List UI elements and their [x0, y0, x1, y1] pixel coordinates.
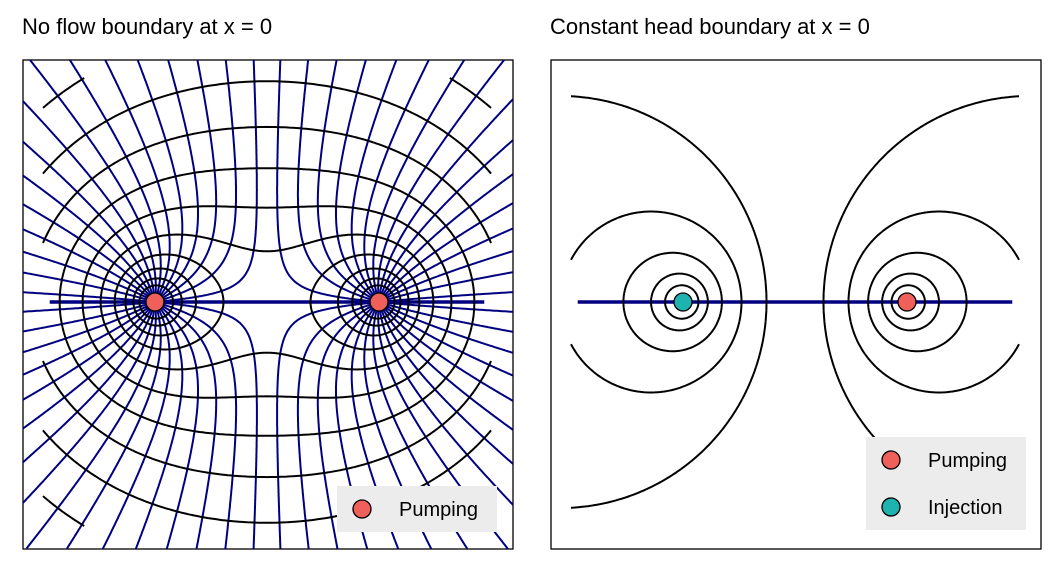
- left-chart-panel: Pumping: [22, 59, 514, 550]
- equipotential-line: [42, 125, 492, 479]
- right-legend: Pumping Injection: [866, 437, 1026, 530]
- streamline: [23, 305, 155, 464]
- equipotential-line: [622, 251, 723, 353]
- right-chart-panel: Pumping Injection: [550, 59, 1042, 550]
- equipotential-line: [58, 167, 476, 437]
- streamline: [23, 140, 155, 299]
- left-legend: Pumping: [337, 486, 497, 532]
- streamline: [363, 60, 430, 299]
- streamline: [379, 138, 513, 299]
- streamline: [158, 60, 218, 301]
- streamline: [276, 301, 375, 549]
- left-plot-frame: [22, 59, 514, 550]
- streamline: [104, 60, 171, 299]
- streamline: [383, 301, 513, 313]
- streamline: [23, 291, 151, 303]
- streamline: [23, 305, 154, 430]
- equipotential-line: [890, 284, 926, 320]
- streamline: [158, 303, 218, 549]
- streamline: [25, 306, 157, 549]
- equipotential-line: [881, 272, 940, 332]
- pumping-well-marker: [897, 292, 917, 312]
- equipotential-line: [847, 210, 1020, 394]
- equipotential-line: [132, 277, 402, 327]
- equipotential-line: [664, 284, 700, 320]
- equipotential-line: [99, 233, 435, 371]
- equipotential-line: [124, 267, 410, 337]
- left-wells: [145, 292, 389, 312]
- equipotential-line: [113, 253, 421, 351]
- streamline: [158, 60, 237, 302]
- streamline: [296, 60, 376, 302]
- streamline: [381, 201, 513, 300]
- equipotential-line: [81, 205, 453, 399]
- legend-label: Pumping: [399, 499, 478, 521]
- streamline: [23, 301, 151, 313]
- streamline: [382, 303, 513, 354]
- streamline: [379, 305, 513, 466]
- legend-label: Pumping: [928, 450, 1007, 472]
- streamline: [381, 304, 513, 403]
- streamline: [382, 271, 513, 302]
- streamline: [296, 302, 376, 549]
- streamline: [382, 250, 513, 301]
- equipotential-line: [650, 272, 709, 332]
- streamline: [382, 302, 513, 333]
- streamline: [157, 60, 199, 300]
- injection-well-marker: [673, 292, 693, 312]
- streamline: [159, 60, 258, 303]
- legend-swatch: [881, 450, 901, 470]
- legend-swatch: [881, 497, 901, 517]
- left-chart-title: No flow boundary at x = 0: [22, 14, 273, 39]
- streamline: [23, 250, 152, 301]
- streamline: [28, 60, 157, 298]
- equipotential-line: [570, 95, 768, 509]
- streamline: [23, 303, 152, 354]
- right-chart-title: Constant head boundary at x = 0: [550, 14, 870, 39]
- streamline: [380, 305, 513, 432]
- right-wells: [673, 292, 917, 312]
- streamline: [316, 60, 376, 301]
- streamline: [335, 60, 377, 300]
- legend-label: Injection: [928, 497, 1003, 519]
- pumping-well-marker: [369, 292, 389, 312]
- streamline: [159, 301, 258, 549]
- streamline: [101, 305, 171, 549]
- streamline: [316, 303, 376, 549]
- streamline: [23, 302, 152, 333]
- streamline: [380, 172, 513, 299]
- pumping-well-marker: [145, 292, 165, 312]
- legend-swatch: [352, 499, 372, 519]
- streamline: [23, 304, 153, 401]
- streamline: [23, 203, 153, 300]
- streamline: [377, 60, 506, 298]
- streamline: [23, 271, 152, 302]
- streamline: [383, 291, 513, 303]
- equipotential-line: [867, 251, 968, 353]
- equipotential-line: [570, 210, 743, 394]
- streamline: [158, 302, 238, 549]
- streamline: [276, 60, 375, 303]
- equipotential-line: [138, 284, 396, 320]
- streamline: [23, 174, 154, 299]
- streamline: [157, 304, 199, 549]
